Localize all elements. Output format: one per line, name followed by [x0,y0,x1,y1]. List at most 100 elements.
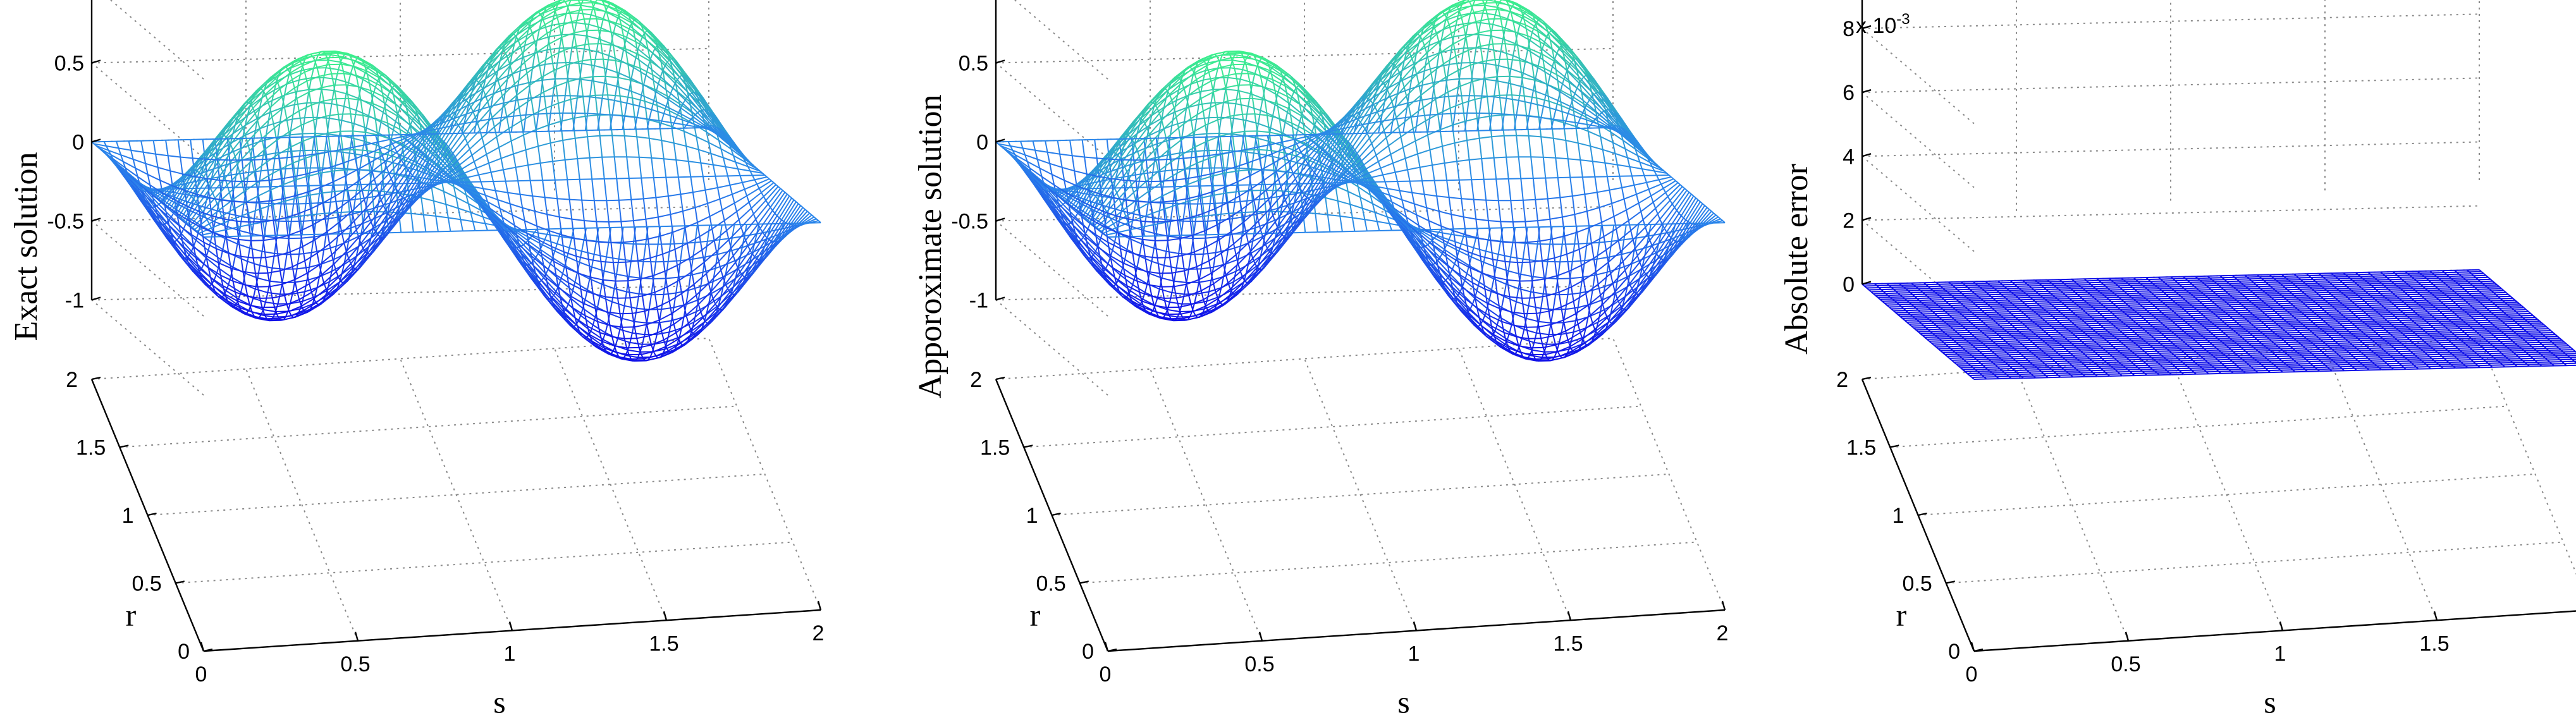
mesh-segment [677,177,682,195]
mesh-segment [253,297,266,303]
mesh-segment [693,272,707,285]
mesh-segment [683,131,687,147]
mesh-segment [663,159,667,178]
mesh-segment [525,145,539,151]
mesh-segment [331,90,334,104]
mesh-segment [556,17,560,27]
mesh-segment [524,62,528,73]
mesh-segment [606,199,619,202]
mesh-segment [317,64,330,68]
mesh-segment [344,168,348,185]
mesh-segment [724,211,737,221]
mesh-segment [244,261,248,274]
mesh-segment [661,140,665,159]
mesh-segment [280,168,284,185]
mesh-segment [503,166,516,171]
mesh-segment [704,190,708,204]
mesh-segment [560,273,563,281]
mesh-segment [281,95,285,108]
mesh-segment [251,160,255,172]
mesh-segment [648,138,653,158]
mesh-segment [694,207,698,223]
mesh-segment [262,250,275,254]
mesh-segment [628,260,632,277]
mesh-segment [374,179,377,187]
mesh-segment [605,75,618,78]
mesh-segment [661,331,665,341]
mesh-segment [746,188,760,197]
mesh-segment [624,305,637,309]
mesh-segment [520,121,524,135]
mesh-segment [319,73,332,77]
mesh-segment [494,190,499,200]
mesh-segment [348,228,352,241]
mesh-segment [238,238,251,241]
mesh-segment [704,241,708,257]
mesh-segment [370,221,374,228]
mesh-segment [512,61,525,75]
mesh-segment [269,267,273,281]
mesh-segment [634,327,638,339]
mesh-segment [513,154,517,168]
mesh-segment [624,135,637,138]
mesh-segment [278,204,282,221]
mesh-segment [580,76,594,79]
mesh-segment [294,279,307,283]
mesh-segment [323,76,336,80]
mesh-segment [581,240,585,252]
mesh-segment [630,199,634,221]
mesh-segment [338,263,352,278]
mesh-segment [510,116,515,133]
mesh-segment [388,173,392,180]
mesh-segment [331,103,345,107]
mesh-segment [482,216,486,224]
mesh-segment [705,186,718,191]
mesh-segment [508,24,522,37]
mesh-segment [761,182,775,193]
mesh-segment [255,272,268,274]
mesh-segment [708,283,712,292]
mesh-segment [698,149,711,154]
mesh-segment [280,178,285,199]
mesh-segment [778,197,792,219]
mesh-segment [241,202,245,217]
mesh-segment [203,236,216,238]
mesh-segment [367,154,371,163]
mesh-segment [554,63,558,79]
mesh-segment [219,166,224,173]
mesh-segment [618,243,622,259]
mesh-segment [559,216,572,220]
mesh-segment [564,78,568,96]
mesh-segment [226,185,230,193]
mesh-segment [567,247,570,257]
mesh-segment [588,15,592,25]
mesh-segment [667,243,672,262]
mesh-segment [557,198,570,200]
mesh-segment [630,243,634,261]
mesh-segment [328,130,341,134]
mesh-segment [621,242,634,245]
mesh-segment [353,66,357,76]
mesh-segment [518,99,532,108]
mesh-segment [578,12,591,16]
mesh-segment [274,303,287,308]
mesh-segment [270,169,274,187]
mesh-segment [588,44,592,60]
mesh-segment [500,158,504,170]
mesh-segment [608,94,620,97]
mesh-segment [213,233,217,249]
mesh-segment [601,157,605,180]
mesh-segment [352,61,356,67]
mesh-segment [536,125,549,131]
mesh-segment [103,141,107,147]
mesh-segment [275,150,288,154]
mesh-segment [358,237,362,244]
mesh-segment [596,18,599,30]
mesh-segment [271,106,285,118]
mesh-segment [390,178,395,185]
mesh-segment [358,87,362,99]
mesh-segment [663,158,677,161]
mesh-segment [623,102,628,116]
mesh-segment [732,188,745,195]
mesh-segment [577,79,580,96]
